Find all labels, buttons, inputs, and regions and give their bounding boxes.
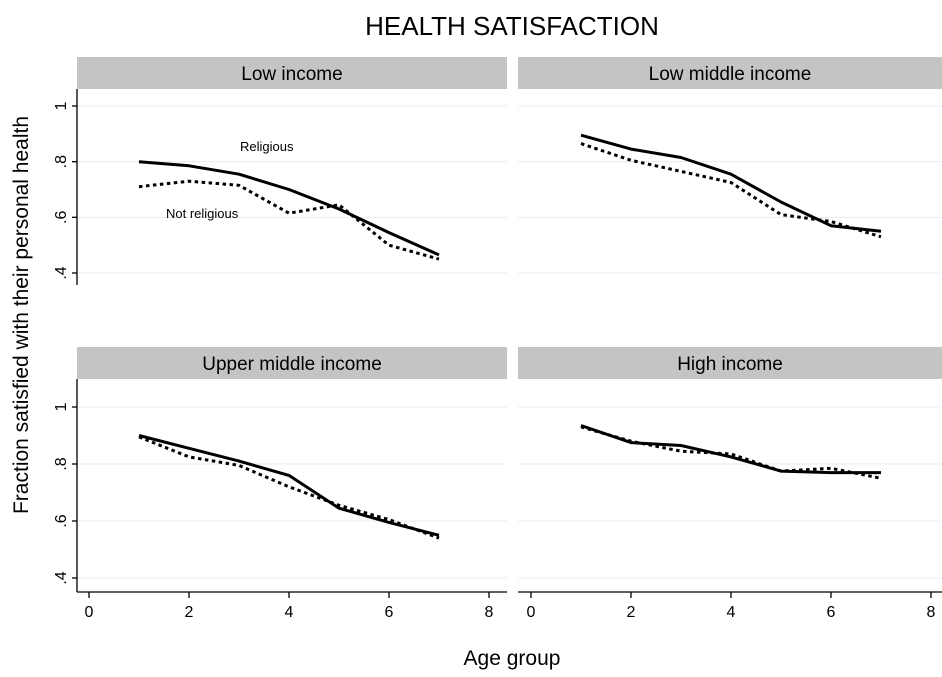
chart-title: HEALTH SATISFACTION <box>365 11 659 41</box>
x-tick-label: 4 <box>727 604 736 621</box>
annotation-not-religious: Not religious <box>166 206 239 221</box>
series-line-not-religious <box>138 179 440 261</box>
y-axis-title: Fraction satisfied with their personal h… <box>10 116 33 514</box>
panel-strip <box>77 57 507 89</box>
x-tick-label: 4 <box>285 604 294 621</box>
series-line-religious <box>580 133 882 233</box>
panel-strip <box>77 347 507 379</box>
panel-2: Low middle income <box>518 57 942 274</box>
x-tick-label: 8 <box>927 604 936 621</box>
y-tick-label: .6 <box>53 514 70 527</box>
panel-label: Upper middle income <box>202 354 382 375</box>
x-tick-label: 6 <box>385 604 394 621</box>
series-line-religious <box>580 424 881 475</box>
panel-1: Low income .4 .6 .8 1 Religious Not religious <box>53 57 507 285</box>
y-tick-label: .8 <box>53 155 70 168</box>
x-tick-label: 8 <box>485 604 494 621</box>
panel-label: Low income <box>241 64 342 85</box>
y-tick-label: 1 <box>53 101 70 110</box>
x-tick-label: 0 <box>85 604 94 621</box>
x-tick-label: 6 <box>827 604 836 621</box>
panel-3: Upper middle income .4 .6 .8 1 0 2 4 6 8 <box>53 347 507 621</box>
x-tick-label: 2 <box>185 604 194 621</box>
y-tick-label: .4 <box>53 266 70 279</box>
series-line-not-religious <box>580 142 882 239</box>
annotation-religious: Religious <box>240 139 294 154</box>
panel-strip <box>518 57 942 89</box>
x-tick-label: 0 <box>527 604 536 621</box>
x-axis-title: Age group <box>464 647 561 670</box>
x-tick-label: 2 <box>627 604 636 621</box>
y-tick-label: .8 <box>53 457 70 470</box>
panel-strip <box>518 347 942 379</box>
panel-label: High income <box>677 354 783 375</box>
y-tick-label: .6 <box>53 211 70 224</box>
y-tick-label: .4 <box>53 571 70 584</box>
panel-label: Low middle income <box>649 64 812 85</box>
series-line-religious <box>138 160 440 257</box>
y-tick-label: 1 <box>53 402 70 411</box>
series-line-religious <box>138 434 440 537</box>
panel-4: High income 0 2 4 6 8 <box>518 347 942 621</box>
series-line-not-religious <box>580 425 882 480</box>
